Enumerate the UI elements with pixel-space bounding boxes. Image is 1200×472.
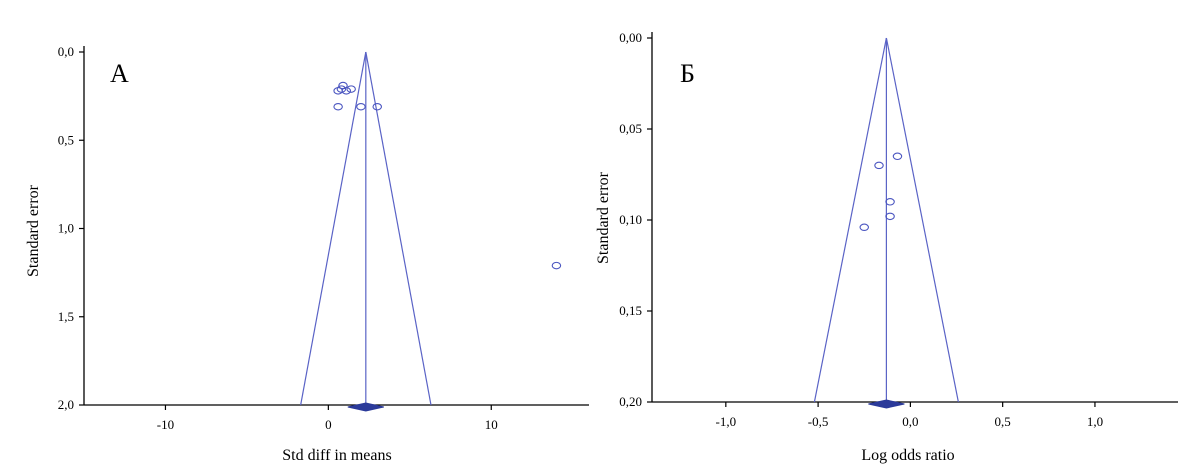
funnel-plot-a: А Std diff in means Standard error 0,0 0,… xyxy=(25,44,589,464)
x-tick-label-b: -0,5 xyxy=(808,414,829,429)
funnel-left-boundary-b xyxy=(813,37,887,403)
pooled-diamond-b xyxy=(868,399,905,409)
study-point-b xyxy=(859,223,869,232)
study-point-a xyxy=(356,102,366,111)
y-tick-label-a: 0,0 xyxy=(58,44,74,59)
study-point-b xyxy=(885,198,895,206)
funnel-plot-b: Б Log odds ratio Standard error 0,00 0,05… xyxy=(595,30,1178,464)
y-tick-label-b: 0,10 xyxy=(619,212,642,227)
study-point-a xyxy=(551,261,562,270)
y-axis-label-a: Standard error xyxy=(25,184,42,277)
y-tick-label-a: 1,0 xyxy=(58,221,74,236)
study-point-a xyxy=(346,85,356,93)
x-tick-label-a: 10 xyxy=(485,417,498,432)
funnel-left-boundary-a xyxy=(300,51,367,406)
funnel-right-boundary-a xyxy=(365,51,432,406)
x-tick-label-b: 0,5 xyxy=(995,414,1011,429)
y-tick-label-b: 0,20 xyxy=(619,394,642,409)
x-axis-label-a: Std diff in means xyxy=(282,447,391,464)
y-tick-label-a: 2,0 xyxy=(58,397,74,412)
x-tick-label-b: 1,0 xyxy=(1087,414,1103,429)
y-tick-label-a: 1,5 xyxy=(58,309,74,324)
y-tick-label-b: 0,00 xyxy=(619,30,642,45)
x-tick-label-b: -1,0 xyxy=(716,414,737,429)
y-tick-label-b: 0,05 xyxy=(619,121,642,136)
study-point-b xyxy=(892,152,903,161)
x-tick-label-a: 0 xyxy=(325,417,332,432)
pooled-diamond-a xyxy=(347,402,384,412)
study-point-a xyxy=(336,85,347,93)
y-tick-label-a: 0,5 xyxy=(58,132,74,147)
x-tick-label-b: 0,0 xyxy=(902,414,918,429)
panel-letter-b: Б xyxy=(680,59,695,88)
study-point-b xyxy=(874,161,884,170)
study-point-a xyxy=(333,102,343,111)
study-point-a xyxy=(372,102,382,111)
study-point-b xyxy=(885,212,895,221)
y-axis-label-b: Standard error xyxy=(595,171,612,264)
x-tick-label-a: -10 xyxy=(157,417,174,432)
panel-letter-a: А xyxy=(110,59,129,88)
y-tick-label-b: 0,15 xyxy=(619,303,642,318)
study-point-a xyxy=(341,87,352,95)
x-axis-label-b: Log odds ratio xyxy=(861,447,954,464)
funnel-right-boundary-b xyxy=(885,37,959,403)
